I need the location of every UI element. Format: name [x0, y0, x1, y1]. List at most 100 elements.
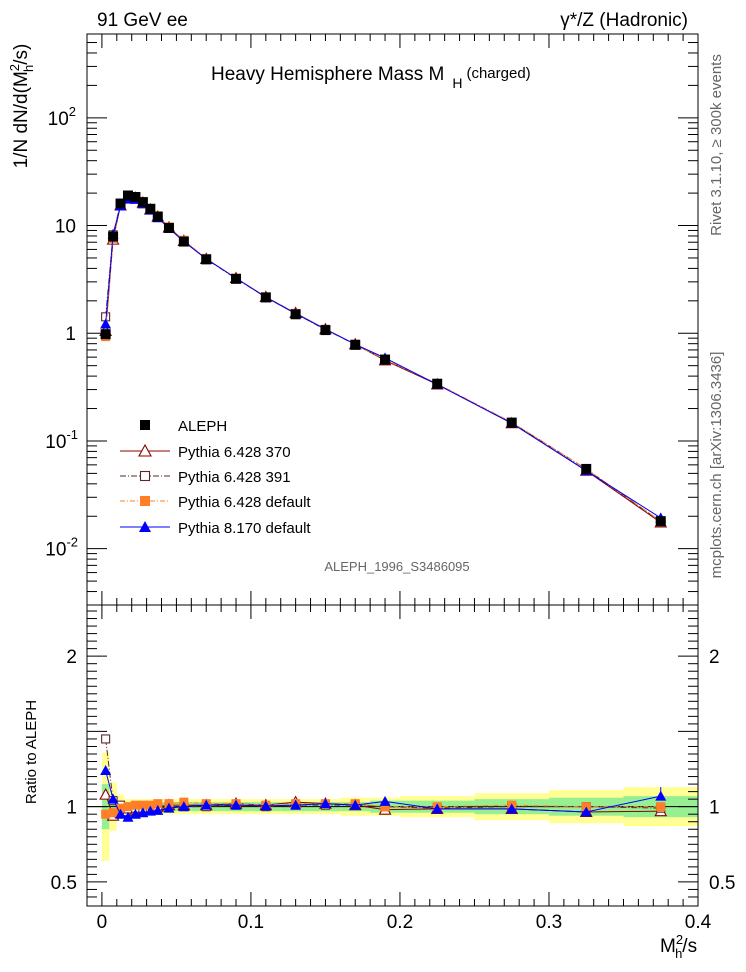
y-tick-label: 10 [55, 217, 76, 238]
legend-marker [138, 443, 152, 457]
data-point [290, 309, 301, 320]
ratio-point [580, 806, 592, 817]
legend-marker [139, 470, 151, 482]
x-tick-label: 0.1 [238, 912, 264, 933]
ratio-point [506, 803, 518, 814]
main-axis-ticks: 10-2 10-1 1 10 102 [45, 33, 699, 619]
data-point [350, 339, 361, 350]
y-tick-label: 1 [65, 324, 76, 345]
legend-label: Pythia 6.428 370 [178, 444, 291, 461]
main-plot-panel: 10-2 10-1 1 10 102 [45, 33, 699, 619]
data-point [178, 236, 189, 247]
ratio-point [656, 802, 666, 812]
ratio-y-tick-label-right: 0.5 [709, 873, 735, 894]
data-point [320, 325, 331, 336]
x-axis-label: M2 h/s [660, 932, 697, 961]
ratio-point [319, 798, 331, 809]
y-tick-label: 102 [48, 104, 76, 130]
legend-label: Pythia 6.428 391 [178, 469, 291, 486]
legend-entry: Pythia 6.428 default [120, 494, 311, 511]
ratio-plot-frame [86, 604, 699, 907]
analysis-id-label: ALEPH_1996_S3486095 [324, 559, 469, 574]
legend-marker [140, 496, 150, 506]
ratio-point [100, 765, 112, 776]
mcplots-label: mcplots.cern.ch [arXiv:1306.3436] [708, 352, 725, 579]
data-point [100, 318, 112, 329]
x-tick-label: 0.3 [536, 912, 562, 933]
ratio-axis-ticks: 0 0.1 0.2 0.3 0.4 0.5 0.5 1 1 2 2 [51, 610, 735, 933]
ratio-point [101, 809, 111, 819]
data-point [122, 190, 133, 201]
ratio-point [163, 802, 175, 813]
data-point [260, 292, 271, 303]
ratio-point [230, 799, 242, 810]
ratio-point [290, 799, 302, 810]
data-point [231, 273, 242, 284]
data-point [581, 463, 592, 474]
data-point [115, 198, 126, 209]
legend-marker [140, 420, 150, 430]
ratio-point [260, 800, 272, 811]
ratio-point [144, 805, 156, 816]
ratio-point [200, 799, 212, 810]
series-0 [100, 190, 666, 527]
ratio-point [99, 787, 113, 800]
x-tick-label: 0.2 [387, 912, 413, 933]
ratio-point [380, 802, 390, 812]
ratio-point [152, 804, 164, 815]
ratio-point [138, 800, 148, 810]
legend-entry: ALEPH [140, 418, 227, 435]
legend-entry: Pythia 6.428 370 [120, 443, 291, 461]
x-tick-label: 0 [97, 912, 108, 933]
data-point [152, 211, 163, 222]
ratio-point [123, 802, 133, 812]
legend-label: ALEPH [178, 418, 227, 435]
data-point [163, 222, 174, 233]
ratio-point [130, 800, 140, 810]
legend-label: Pythia 6.428 default [178, 494, 311, 511]
ratio-y-tick-label-right: 1 [709, 798, 720, 819]
ratio-y-tick-label: 0.5 [51, 873, 77, 894]
chart-title: Heavy Hemisphere Mass M H(charged) [211, 64, 531, 91]
ratio-point [101, 734, 111, 744]
ratio-plot-panel: 0 0.1 0.2 0.3 0.4 0.5 0.5 1 1 2 2 [51, 604, 735, 933]
legend-label: Pythia 8.170 default [178, 520, 311, 537]
ratio-series-4 [100, 765, 667, 822]
legend: ALEPH Pythia 6.428 370 Pythia 6.428 391 Pyt… [120, 418, 311, 537]
data-point [145, 203, 156, 214]
legend-entry: Pythia 6.428 391 [120, 469, 291, 486]
ratio-point [178, 801, 190, 812]
data-point [655, 516, 666, 527]
ratio-point [115, 808, 127, 819]
data-point [130, 192, 141, 203]
data-point [506, 417, 517, 428]
ratio-point [145, 800, 155, 810]
main-series-group [99, 190, 668, 528]
header-left: 91 GeV ee [97, 10, 188, 31]
ratio-point [108, 808, 118, 818]
y-axis-label: 1/N dN/d(M2h/s) [7, 44, 36, 169]
x-tick-label: 0.4 [685, 912, 712, 933]
legend-marker [139, 521, 151, 532]
ratio-point [116, 803, 126, 813]
ratio-point [122, 811, 134, 822]
ratio-y-tick-label: 2 [66, 647, 77, 668]
ratio-point [431, 803, 443, 814]
header-right: γ*/Z (Hadronic) [560, 10, 688, 31]
y-tick-label: 10-2 [45, 535, 78, 561]
data-point [100, 329, 111, 340]
y-tick-label: 10-1 [45, 427, 78, 453]
data-point [108, 231, 119, 242]
data-point [380, 354, 391, 365]
legend-entry: Pythia 8.170 default [120, 520, 311, 537]
ratio-series-group [99, 734, 668, 822]
ratio-point [107, 793, 119, 804]
data-point [201, 254, 212, 265]
ratio-point [349, 799, 361, 810]
ratio-point [153, 799, 163, 809]
ratio-point [379, 795, 391, 806]
ratio-y-axis-label: Ratio to ALEPH [23, 700, 40, 804]
ratio-y-tick-label-right: 2 [709, 647, 720, 668]
rivet-version-label: Rivet 3.1.10, ≥ 300k events [708, 54, 725, 236]
